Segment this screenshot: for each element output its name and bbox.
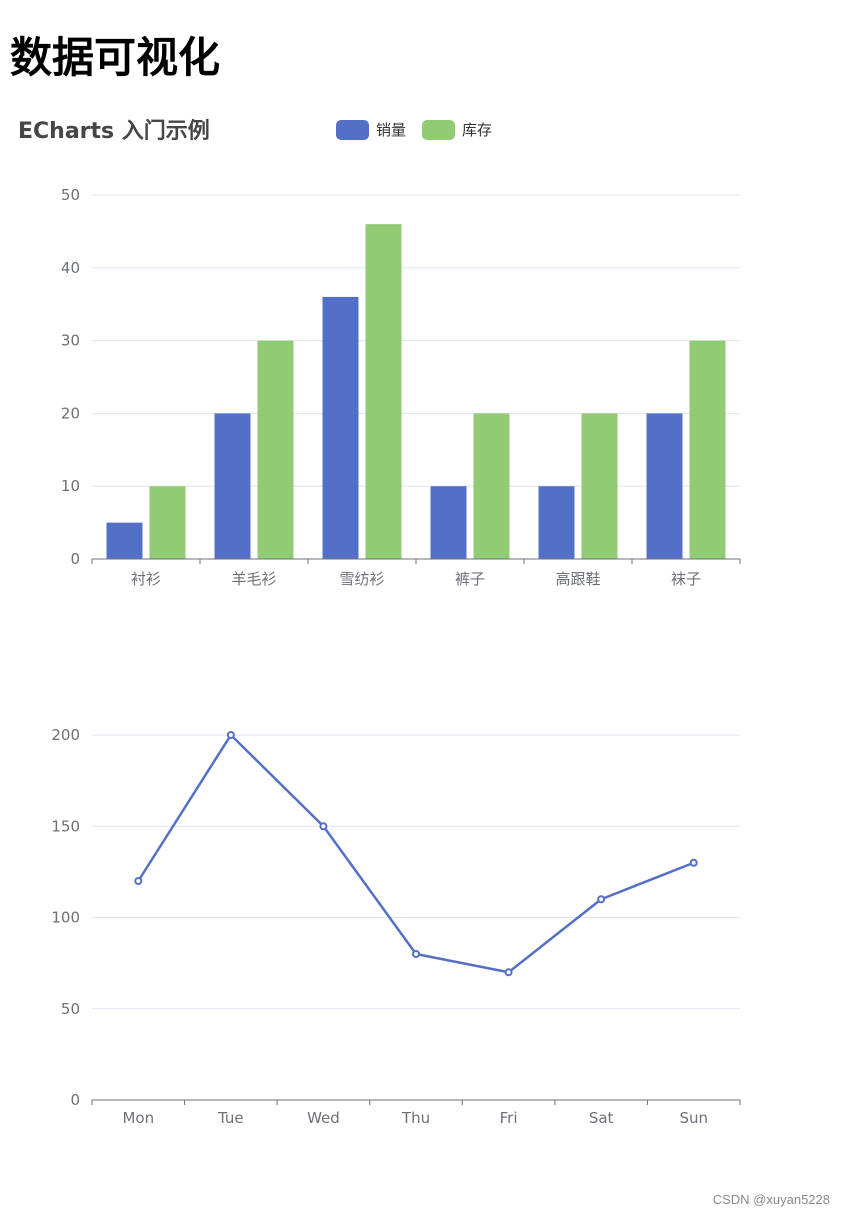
y-tick-label: 0	[70, 550, 80, 568]
line-chart: 0 50 100 150 200 Mon Tue Wed Thu Fri Sat Sun	[51, 726, 741, 1127]
bar-销量-雪纺衫[interactable]	[322, 296, 359, 559]
y-tick-label: 100	[51, 909, 80, 927]
x-tick-label: 袜子	[671, 570, 701, 588]
x-tick-label: 裤子	[455, 570, 485, 588]
data-point-Thu[interactable]	[412, 950, 420, 958]
bar-库存-袜子[interactable]	[689, 340, 726, 559]
data-point-Fri[interactable]	[504, 968, 513, 977]
bar-库存-雪纺衫[interactable]	[365, 224, 402, 559]
data-point-Sun[interactable]	[689, 858, 698, 867]
bar-销量-裤子[interactable]	[430, 486, 467, 559]
series-line[interactable]	[137, 733, 695, 974]
y-tick-label: 150	[51, 817, 80, 835]
x-tick-label: Wed	[307, 1109, 340, 1127]
y-tick-label: 30	[61, 332, 80, 350]
legend-label[interactable]: 销量	[376, 121, 406, 139]
bar-库存-羊毛衫[interactable]	[257, 340, 294, 559]
x-axis: Mon Tue Wed Thu Fri Sat Sun	[91, 1099, 741, 1127]
bar-库存-裤子[interactable]	[473, 413, 510, 559]
chart-title: ECharts 入门示例	[18, 118, 210, 144]
bar-销量-高跟鞋[interactable]	[538, 486, 575, 559]
x-tick-label: Mon	[122, 1109, 154, 1127]
x-tick-label: Sat	[589, 1109, 614, 1127]
y-tick-labels: 0 10 20 30 40 50	[61, 186, 80, 568]
x-axis: 衬衫 羊毛衫 雪纺衫 裤子 高跟鞋 袜子	[91, 558, 741, 588]
x-tick-label: Thu	[401, 1109, 430, 1127]
x-tick-label: 雪纺衫	[339, 570, 384, 588]
x-tick-label: Tue	[217, 1109, 244, 1127]
y-tick-label: 200	[51, 726, 80, 744]
y-tick-label: 20	[61, 404, 80, 422]
x-tick-label: 衬衫	[131, 570, 161, 588]
page-title: 数据可视化	[10, 33, 221, 82]
bar-销量-衬衫[interactable]	[106, 522, 143, 559]
legend-swatch[interactable]	[422, 120, 455, 140]
bar-销量-羊毛衫[interactable]	[214, 413, 251, 559]
y-gridlines	[92, 734, 740, 1010]
y-tick-labels: 0 50 100 150 200	[51, 726, 80, 1109]
watermark: CSDN @xuyan5228	[712, 1192, 830, 1207]
y-gridlines	[92, 194, 740, 487]
y-tick-label: 40	[61, 259, 80, 277]
bar-销量-袜子[interactable]	[646, 413, 683, 559]
chart-legend[interactable]: 销量 库存	[336, 120, 492, 140]
x-tick-label: Sun	[679, 1109, 708, 1127]
data-point-Wed[interactable]	[319, 822, 328, 831]
y-tick-label: 50	[61, 1000, 80, 1018]
data-point-Mon[interactable]	[134, 877, 143, 885]
bar-库存-衬衫[interactable]	[149, 486, 186, 559]
data-point-Tue[interactable]	[226, 731, 235, 739]
bar-series[interactable]	[106, 224, 726, 559]
legend-swatch[interactable]	[336, 120, 369, 140]
x-tick-label: 高跟鞋	[555, 570, 600, 588]
line-series[interactable]	[134, 731, 698, 977]
data-point-Sat[interactable]	[597, 895, 606, 904]
bar-chart: ECharts 入门示例 销量 库存 0 10 20 30 40 50 衬衫 羊毛衫 雪纺衫 裤子…	[18, 118, 741, 588]
legend-label[interactable]: 库存	[462, 121, 492, 139]
x-tick-label: 羊毛衫	[231, 570, 276, 588]
y-tick-label: 10	[61, 477, 80, 495]
y-tick-label: 50	[61, 186, 80, 204]
y-tick-label: 0	[70, 1091, 80, 1109]
bar-库存-高跟鞋[interactable]	[581, 413, 618, 559]
x-tick-label: Fri	[500, 1109, 518, 1127]
